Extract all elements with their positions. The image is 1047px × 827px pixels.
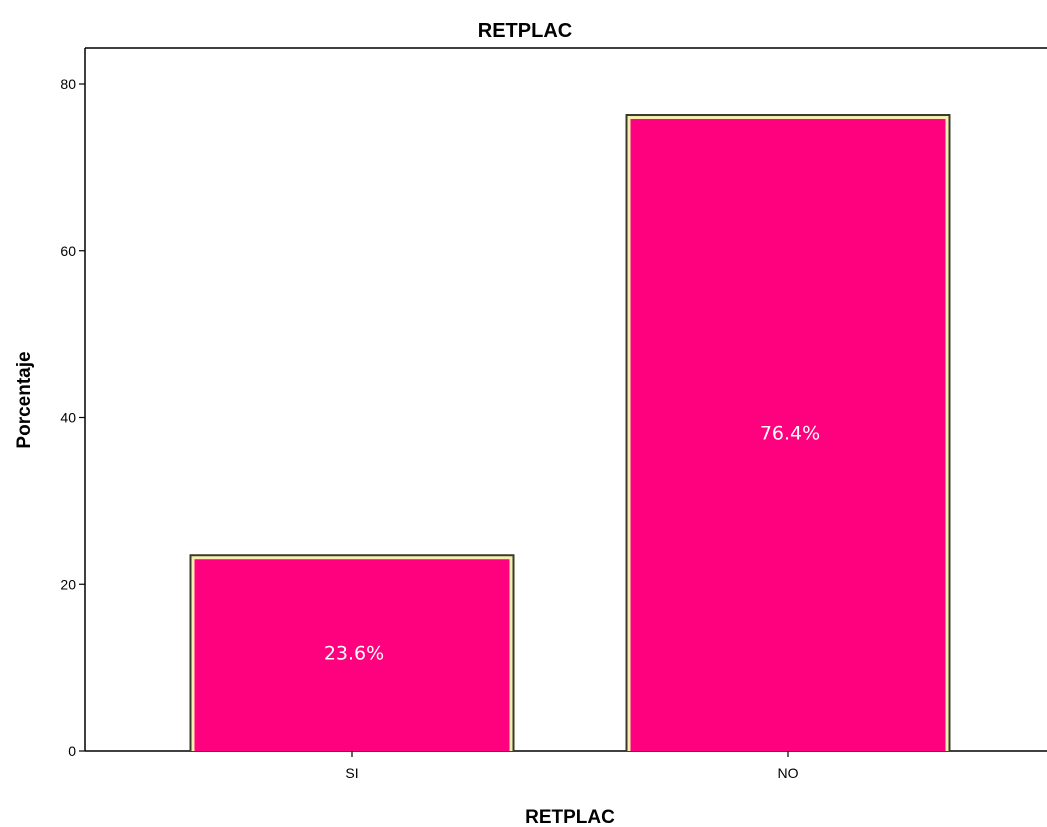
y-axis-label: Porcentaje — [14, 351, 35, 448]
plot-area: 0 20 40 60 80 23.6% SI 76.4% NO — [60, 47, 1047, 781]
bar-si — [194, 559, 510, 751]
y-tick-label: 80 — [60, 76, 76, 92]
x-tick-label-no: NO — [778, 765, 799, 781]
y-tick-label: 60 — [60, 243, 76, 259]
y-tick-label: 20 — [60, 576, 76, 592]
chart-title: RETPLAC — [478, 20, 572, 42]
y-tick-label: 40 — [60, 410, 76, 426]
data-label-no: 76.4% — [760, 423, 820, 445]
data-label-si: 23.6% — [324, 643, 384, 665]
y-tick-label: 0 — [68, 743, 76, 759]
bar-no — [630, 119, 946, 751]
x-axis-label: RETPLAC — [525, 807, 615, 827]
x-tick-label-si: SI — [345, 765, 358, 781]
